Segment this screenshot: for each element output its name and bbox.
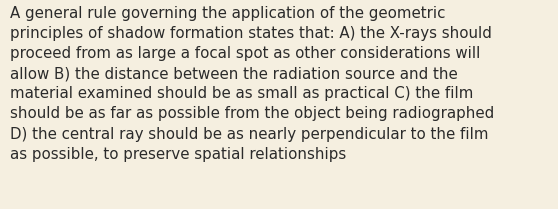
Text: A general rule governing the application of the geometric
principles of shadow f: A general rule governing the application…	[10, 6, 494, 162]
